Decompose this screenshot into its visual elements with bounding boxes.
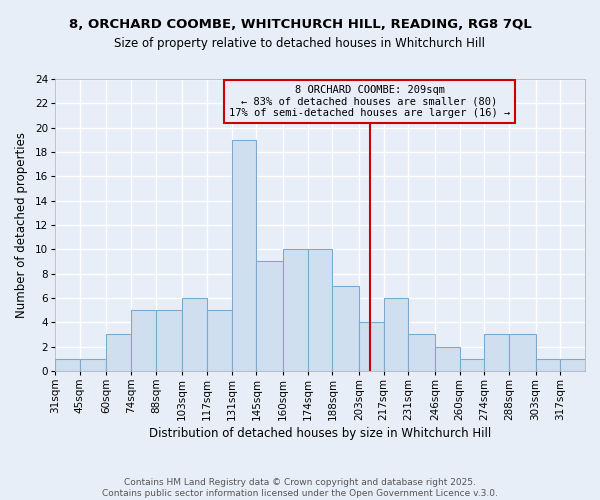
Bar (256, 262, 283, 371)
Bar (509, 334, 536, 371)
Text: 8, ORCHARD COOMBE, WHITCHURCH HILL, READING, RG8 7QL: 8, ORCHARD COOMBE, WHITCHURCH HILL, READ… (68, 18, 532, 30)
Y-axis label: Number of detached properties: Number of detached properties (15, 132, 28, 318)
Bar (560, 359, 585, 371)
Text: 8 ORCHARD COOMBE: 209sqm
← 83% of detached houses are smaller (80)
17% of semi-d: 8 ORCHARD COOMBE: 209sqm ← 83% of detach… (229, 85, 510, 118)
Bar (359, 322, 383, 371)
Bar (435, 346, 460, 371)
Bar (308, 250, 332, 371)
Bar (207, 310, 232, 371)
Bar (131, 310, 156, 371)
Bar (383, 298, 409, 371)
Bar (460, 359, 484, 371)
Bar (182, 298, 207, 371)
Bar (332, 286, 359, 371)
Bar (536, 359, 560, 371)
Bar (484, 334, 509, 371)
Bar (283, 250, 308, 371)
Bar (106, 334, 131, 371)
Bar (232, 140, 256, 371)
Bar (80, 359, 106, 371)
Bar (156, 310, 182, 371)
Text: Size of property relative to detached houses in Whitchurch Hill: Size of property relative to detached ho… (115, 38, 485, 51)
X-axis label: Distribution of detached houses by size in Whitchurch Hill: Distribution of detached houses by size … (149, 427, 491, 440)
Bar (409, 334, 435, 371)
Bar (55, 359, 80, 371)
Text: Contains HM Land Registry data © Crown copyright and database right 2025.
Contai: Contains HM Land Registry data © Crown c… (102, 478, 498, 498)
